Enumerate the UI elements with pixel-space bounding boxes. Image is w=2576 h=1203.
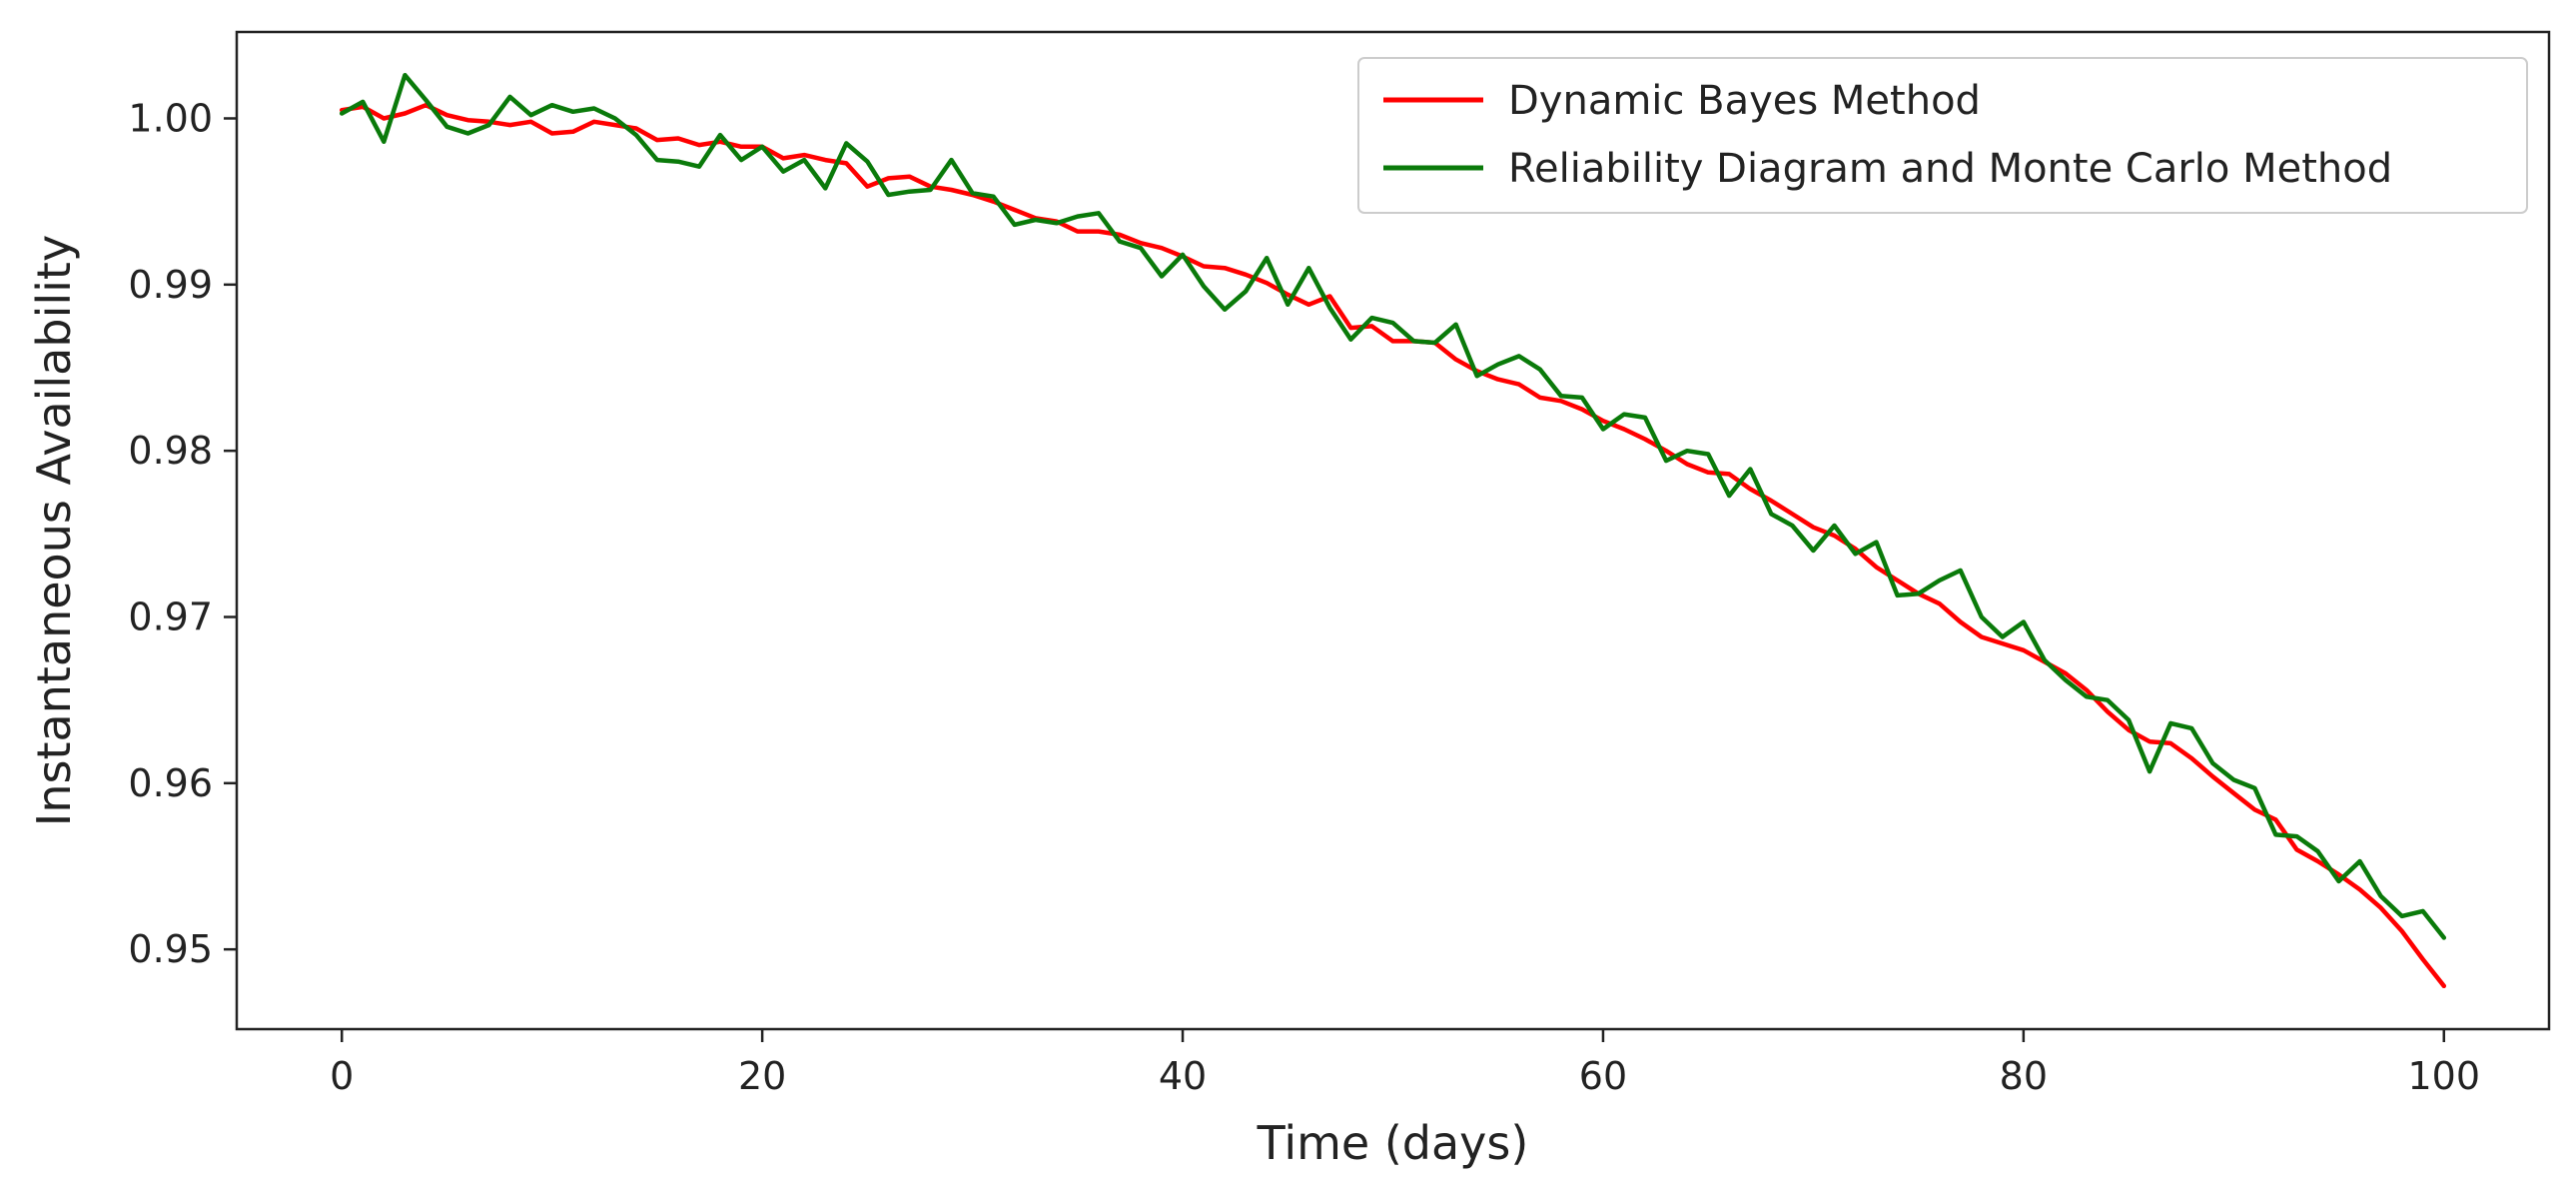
- x-tick-label: 40: [1159, 1054, 1207, 1098]
- x-axis-label: Time (days): [1257, 1116, 1529, 1170]
- y-axis-label: Instantaneous Availability: [27, 235, 81, 826]
- y-tick-label: 0.95: [128, 927, 213, 971]
- y-axis: 0.95 0.96 0.97 0.98 0.99 1.00: [128, 96, 237, 971]
- y-tick-label: 1.00: [128, 96, 213, 140]
- x-tick-label: 0: [330, 1054, 354, 1098]
- x-tick-label: 60: [1579, 1054, 1627, 1098]
- legend-label-dynamic-bayes: Dynamic Bayes Method: [1508, 78, 1981, 124]
- plot-frame: [235, 30, 2551, 1031]
- x-tick-label: 100: [2408, 1054, 2481, 1098]
- y-tick-label: 0.98: [128, 429, 213, 473]
- series-layer: [339, 72, 2447, 989]
- y-tick-label: 0.97: [128, 595, 213, 638]
- legend-label-monte-carlo: Reliability Diagram and Monte Carlo Meth…: [1508, 146, 2392, 192]
- x-axis: 0 20 40 60 80 100: [330, 1029, 2480, 1098]
- y-tick-label: 0.99: [128, 263, 213, 307]
- legend: Dynamic Bayes Method Reliability Diagram…: [1357, 57, 2528, 214]
- x-tick-label: 20: [738, 1054, 786, 1098]
- x-tick-label: 80: [2000, 1054, 2048, 1098]
- series-line-monte-carlo: [339, 72, 2447, 940]
- y-tick-label: 0.96: [128, 761, 213, 805]
- legend-box: [1357, 57, 2528, 214]
